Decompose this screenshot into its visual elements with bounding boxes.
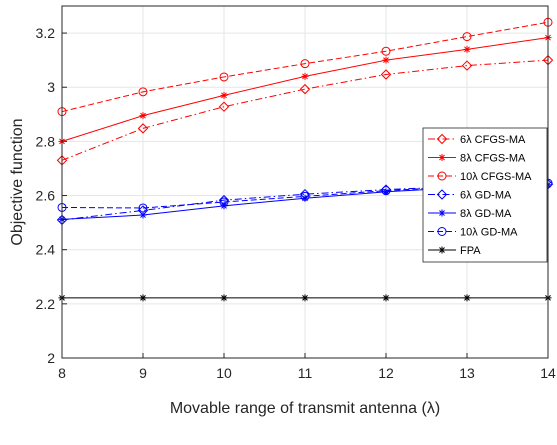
legend-marker (437, 227, 447, 236)
legend-label: 10λ CFGS-MA (460, 171, 532, 183)
legend-item: 6λ CFGS-MA (428, 133, 526, 146)
y-axis-label: Objective function (9, 118, 26, 245)
legend-label: FPA (460, 245, 481, 257)
legend-marker (438, 209, 446, 217)
data-point (139, 294, 147, 302)
data-point (139, 211, 147, 219)
series-line (61, 21, 549, 113)
data-point (382, 294, 390, 302)
data-point (137, 123, 149, 134)
data-point (382, 188, 390, 196)
data-point (301, 294, 309, 302)
series-line (61, 59, 549, 161)
y-tick-label: 2.6 (36, 188, 56, 204)
legend-label: 8λ CFGS-MA (460, 153, 526, 165)
legend-label: 6λ GD-MA (460, 190, 512, 202)
x-tick-label: 14 (540, 365, 556, 381)
data-point (220, 91, 228, 99)
data-point (462, 32, 472, 42)
y-tick-label: 2.2 (36, 296, 56, 312)
x-tick-label: 8 (58, 365, 66, 381)
data-point (219, 197, 229, 207)
y-tick-label: 3.2 (36, 25, 56, 41)
y-tick-labels: 2 2.2 2.4 2.6 2.8 3 3.2 (36, 25, 56, 366)
data-point (463, 45, 471, 53)
x-tick-labels: 8 9 10 11 12 13 14 (58, 365, 556, 381)
x-tick-label: 10 (216, 365, 232, 381)
legend-item: 6λ GD-MA (428, 189, 512, 202)
y-tick-label: 2.4 (36, 242, 56, 258)
x-tick-label: 9 (139, 365, 147, 381)
data-point (461, 60, 473, 71)
data-point (300, 191, 310, 201)
data-point (301, 194, 309, 202)
data-point (219, 72, 229, 82)
legend-item: 10λ GD-MA (428, 227, 518, 239)
data-point (381, 46, 391, 56)
legend-marker (436, 133, 448, 145)
plot-frame (61, 5, 549, 359)
data-point (220, 294, 228, 302)
data-point (299, 83, 311, 95)
legend-item: 8λ GD-MA (428, 208, 512, 220)
legend-label: 6λ CFGS-MA (460, 134, 526, 146)
legend-item: FPA (428, 245, 481, 257)
legend-marker (436, 189, 448, 200)
x-tick-label: 11 (298, 365, 313, 381)
legend-item: 10λ CFGS-MA (428, 171, 532, 183)
y-tick-label: 2.8 (36, 133, 56, 149)
data-point (138, 87, 148, 97)
data-point (139, 112, 147, 120)
legend-item: 8λ CFGS-MA (428, 153, 526, 165)
data-point (138, 203, 148, 213)
legend-label: 8λ GD-MA (460, 208, 512, 220)
legend-label: 10λ GD-MA (460, 227, 518, 239)
data-point (381, 186, 391, 196)
data-point (301, 72, 309, 80)
data-point (300, 59, 310, 69)
legend-marker (437, 171, 447, 181)
x-tick-label: 12 (378, 365, 394, 381)
y-tick-label: 3 (47, 79, 55, 95)
legend: 6λ CFGS-MA 8λ CFGS-MA 10λ CFGS-MA 6λ GD-MA 8… (422, 127, 548, 263)
data-point (380, 69, 392, 80)
y-tick-label: 2 (47, 350, 55, 366)
legend-marker (438, 154, 446, 161)
data-point (218, 101, 230, 112)
legend-marker (438, 246, 446, 254)
x-tick-label: 13 (459, 365, 475, 381)
data-point (382, 56, 390, 64)
data-point (463, 294, 471, 302)
x-axis-label: Movable range of transmit antenna (λ) (170, 400, 440, 417)
